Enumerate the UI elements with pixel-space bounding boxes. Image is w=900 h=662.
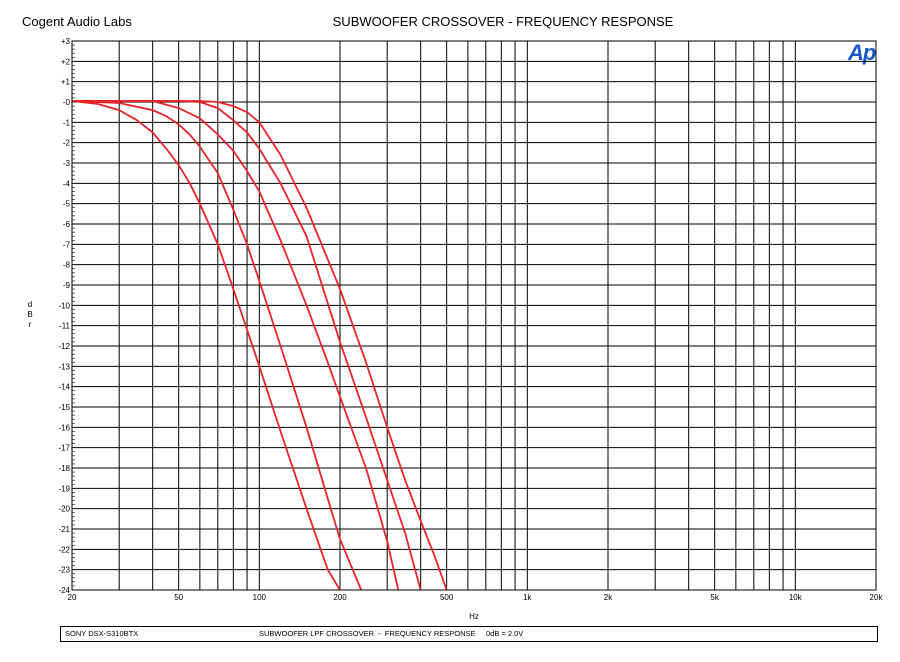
- x-tick-label: 5k: [710, 593, 719, 602]
- y-axis-label-b: B: [27, 310, 33, 319]
- response-curve-2: [71, 100, 363, 591]
- x-axis-ticks: 20 50 100 200 500 1k 2k 5k 10k 20k: [68, 593, 884, 602]
- y-axis-ticks: +3 +2 +1 -0 -1 -2 -3 -4 -5 -6 -7 -8 -9 -10 -11 -12 -13 -1…: [58, 37, 70, 595]
- response-curve-1: [71, 100, 341, 591]
- y-tick-label: -17: [58, 444, 70, 453]
- y-tick-label: -10: [58, 301, 70, 310]
- x-tick-label: 2k: [604, 593, 613, 602]
- y-tick-label: -18: [58, 464, 70, 473]
- x-tick-label: 1k: [523, 593, 532, 602]
- company-name: Cogent Audio Labs: [22, 14, 132, 29]
- response-curve-5: [72, 100, 448, 591]
- x-tick-label: 500: [440, 593, 454, 602]
- y-axis-label-r: r: [28, 320, 32, 329]
- y-tick-label: -24: [58, 586, 70, 595]
- y-tick-label: -14: [58, 383, 70, 392]
- y-tick-label: +2: [61, 57, 71, 66]
- x-tick-label: 200: [333, 593, 347, 602]
- y-tick-label: -5: [63, 200, 71, 209]
- y-tick-label: -7: [63, 240, 71, 249]
- footer-device: SONY DSX-S310BTX: [65, 629, 139, 638]
- chart-title: SUBWOOFER CROSSOVER - FREQUENCY RESPONSE: [332, 14, 674, 29]
- x-tick-label: 20k: [870, 593, 884, 602]
- response-curve-4: [72, 100, 422, 591]
- x-tick-label: 100: [253, 593, 267, 602]
- x-tick-label: 50: [174, 593, 183, 602]
- y-tick-label: -20: [58, 505, 70, 514]
- y-tick-label: -16: [58, 423, 70, 432]
- plot-frame: [71, 40, 877, 591]
- y-tick-label: -6: [63, 220, 71, 229]
- y-tick-label: -3: [63, 159, 71, 168]
- grid: [71, 40, 877, 591]
- y-tick-label: -4: [63, 179, 71, 188]
- y-tick-label: -12: [58, 342, 70, 351]
- y-tick-label: -15: [58, 403, 70, 412]
- y-tick-label: -8: [63, 261, 71, 270]
- footer-description: SUBWOOFER LPF CROSSOVER - FREQUENCY RESP…: [259, 629, 524, 638]
- y-axis-label-d: d: [27, 300, 33, 309]
- x-tick-label: 10k: [789, 593, 803, 602]
- y-tick-label: +3: [61, 37, 71, 46]
- y-tick-label: -2: [63, 139, 71, 148]
- x-axis-label: Hz: [469, 612, 479, 621]
- y-tick-label: -23: [58, 566, 70, 575]
- response-curve-3: [72, 100, 400, 591]
- y-tick-label: -9: [63, 281, 71, 290]
- series-lines: [71, 100, 448, 591]
- x-tick-label: 20: [68, 593, 77, 602]
- y-tick-label: -21: [58, 525, 70, 534]
- y-tick-label: -11: [59, 322, 71, 331]
- y-tick-label: -1: [63, 118, 71, 127]
- y-tick-label: +1: [61, 78, 71, 87]
- y-tick-label: -13: [58, 362, 70, 371]
- y-tick-label: -19: [58, 484, 70, 493]
- y-tick-label: -0: [63, 98, 71, 107]
- footer-box: SONY DSX-S310BTX SUBWOOFER LPF CROSSOVER…: [60, 626, 878, 642]
- y-tick-label: -22: [58, 545, 70, 554]
